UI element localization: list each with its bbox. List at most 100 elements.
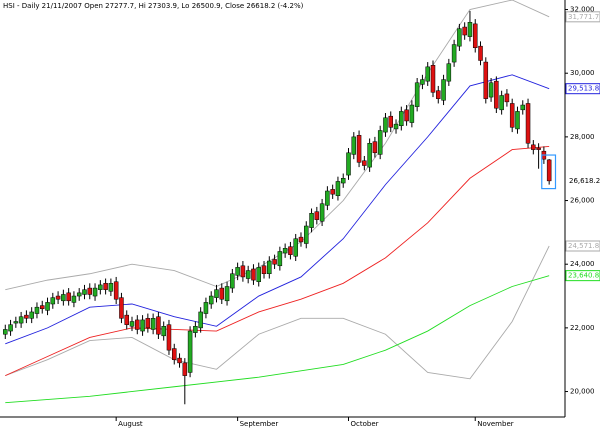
candle-body — [18, 316, 24, 324]
candle-body — [420, 79, 425, 85]
candle-body — [166, 324, 172, 351]
candle-body — [293, 238, 298, 257]
candle-body — [8, 324, 13, 332]
candle-body — [208, 295, 214, 305]
candle-body — [87, 287, 93, 295]
candle-body — [288, 246, 293, 255]
candle-body — [129, 321, 135, 327]
candle-body — [536, 147, 541, 150]
candle-body — [478, 45, 483, 61]
x-tick-label: November — [477, 420, 514, 428]
candle-body — [45, 302, 50, 311]
candle-body — [34, 306, 40, 314]
candle-body — [351, 136, 357, 155]
value-label-box — [565, 270, 600, 282]
candle-body — [92, 287, 98, 297]
candle-body — [108, 283, 114, 292]
candle-body — [483, 61, 489, 99]
candle-body — [135, 319, 140, 330]
candle-body — [282, 248, 288, 254]
candle-body — [383, 117, 388, 133]
candle-body — [150, 318, 156, 330]
y-tick-label: 32,000 — [570, 6, 595, 14]
y-tick-label: 24,000 — [570, 260, 595, 268]
candle-body — [156, 316, 161, 335]
candle-body — [55, 295, 61, 300]
candle-body — [425, 66, 430, 82]
candle-body — [525, 103, 531, 144]
chart-title: HSI - Daily 21/11/2007 Open 27277.7, Hi … — [3, 2, 304, 10]
candle-body — [346, 152, 351, 176]
candle-body — [214, 289, 219, 298]
overlay-line — [5, 275, 550, 404]
candle-body — [325, 190, 330, 206]
candle-body — [224, 286, 230, 302]
x-tick-label: August — [118, 420, 143, 428]
candle-body — [161, 326, 166, 337]
candle-body — [472, 23, 478, 48]
candle-body — [399, 111, 404, 126]
candle-body — [414, 82, 420, 107]
candle-body — [499, 95, 504, 111]
candle-body — [219, 287, 225, 300]
candle-body — [546, 159, 552, 182]
overlay-value-label: 31,771.7 — [568, 13, 599, 21]
close-value-label: 26,618.2 — [569, 177, 600, 185]
candle-body — [177, 357, 182, 364]
candle-body — [520, 104, 526, 111]
overlay-line — [5, 245, 550, 380]
candle-body — [515, 111, 520, 130]
candle-body — [404, 109, 409, 122]
overlay-line — [5, 145, 550, 377]
candle-body — [330, 189, 335, 195]
value-label-box — [565, 83, 600, 95]
candle-body — [457, 28, 462, 47]
candle-body — [3, 329, 8, 335]
y-tick-label: 20,000 — [570, 388, 595, 396]
candle-body — [531, 144, 536, 150]
y-tick-label: 22,000 — [570, 324, 595, 332]
candle-body — [277, 251, 283, 267]
candle-body — [488, 82, 494, 98]
candle-body — [145, 318, 151, 329]
candle-body — [103, 283, 108, 290]
candle-body — [335, 181, 341, 197]
value-label-box — [565, 240, 600, 252]
candle-body — [362, 160, 367, 166]
candle-body — [441, 79, 446, 101]
candle-body — [467, 22, 473, 37]
candle-body — [393, 123, 399, 130]
candle-body — [304, 225, 309, 244]
candle-body — [171, 348, 177, 360]
overlay-value-label: 23,640.8 — [568, 272, 599, 280]
candle-body — [230, 273, 235, 289]
candle-body — [388, 115, 394, 128]
candle-body — [82, 289, 87, 295]
candle-body — [113, 281, 119, 300]
candle-body — [494, 80, 499, 109]
y-tick-label: 28,000 — [570, 133, 595, 141]
x-tick-label: September — [240, 420, 279, 428]
candle-body — [71, 295, 77, 303]
candle-body — [193, 326, 198, 333]
candle-body — [451, 44, 457, 63]
candle-body — [98, 284, 103, 290]
candle-body — [267, 260, 272, 275]
candle-body — [319, 203, 325, 222]
candle-body — [182, 362, 188, 376]
candle-body — [436, 90, 441, 99]
value-label-box — [565, 11, 600, 23]
candle-body — [203, 302, 209, 314]
candle-body — [261, 265, 267, 275]
overlay-value-label: 24,571.8 — [568, 242, 599, 250]
candle-body — [409, 104, 415, 123]
candle-body — [251, 268, 256, 281]
candle-body — [314, 211, 320, 220]
candle-body — [504, 93, 510, 103]
candle-body — [462, 26, 467, 36]
candle-body — [356, 135, 362, 163]
overlay-value-label: 29,513.8 — [568, 85, 599, 93]
